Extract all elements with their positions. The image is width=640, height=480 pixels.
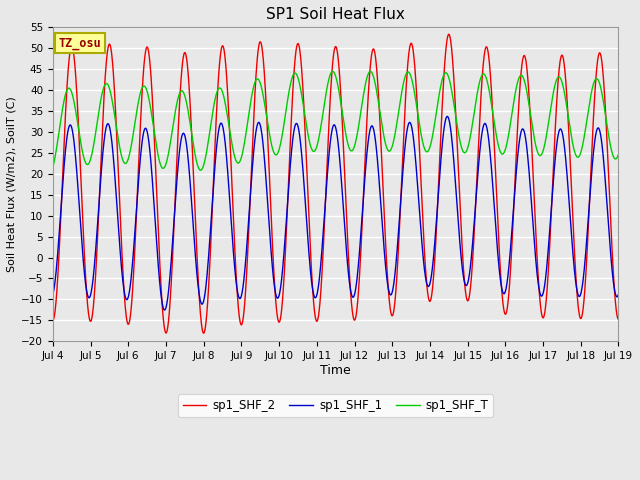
sp1_SHF_1 [161, 307, 168, 313]
sp1_SHF_2 [614, 316, 622, 322]
Line: sp1_SHF_T: sp1_SHF_T [53, 72, 618, 170]
sp1_SHF_1 [495, 262, 502, 268]
sp1_SHF_T [196, 168, 204, 173]
sp1_SHF_T [367, 69, 374, 74]
sp1_SHF_2 [445, 31, 452, 37]
Legend: sp1_SHF_2, sp1_SHF_1, sp1_SHF_T: sp1_SHF_2, sp1_SHF_1, sp1_SHF_T [178, 394, 493, 417]
sp1_SHF_T [324, 79, 332, 85]
sp1_SHF_1 [78, 238, 86, 243]
Title: SP1 Soil Heat Flux: SP1 Soil Heat Flux [266, 7, 405, 22]
sp1_SHF_2 [599, 66, 607, 72]
sp1_SHF_T [309, 148, 317, 154]
sp1_SHF_T [78, 145, 86, 151]
sp1_SHF_2 [78, 194, 86, 200]
sp1_SHF_2 [495, 239, 502, 245]
sp1_SHF_T [49, 164, 57, 170]
sp1_SHF_2 [49, 317, 57, 323]
sp1_SHF_2 [598, 63, 606, 69]
sp1_SHF_T [598, 93, 606, 98]
sp1_SHF_T [599, 95, 607, 100]
X-axis label: Time: Time [320, 364, 351, 377]
sp1_SHF_1 [324, 161, 332, 167]
sp1_SHF_2 [200, 330, 207, 336]
Text: TZ_osu: TZ_osu [58, 36, 101, 50]
sp1_SHF_2 [309, 294, 317, 300]
sp1_SHF_T [614, 151, 622, 157]
Line: sp1_SHF_2: sp1_SHF_2 [53, 34, 618, 333]
sp1_SHF_1 [444, 113, 451, 119]
sp1_SHF_1 [309, 289, 317, 295]
sp1_SHF_1 [49, 292, 57, 298]
Y-axis label: Soil Heat Flux (W/m2), SoilT (C): Soil Heat Flux (W/m2), SoilT (C) [7, 96, 17, 272]
Line: sp1_SHF_1: sp1_SHF_1 [53, 116, 618, 310]
sp1_SHF_1 [598, 145, 606, 151]
sp1_SHF_1 [614, 291, 622, 297]
sp1_SHF_1 [599, 148, 607, 154]
sp1_SHF_2 [324, 137, 332, 143]
sp1_SHF_T [495, 144, 502, 150]
